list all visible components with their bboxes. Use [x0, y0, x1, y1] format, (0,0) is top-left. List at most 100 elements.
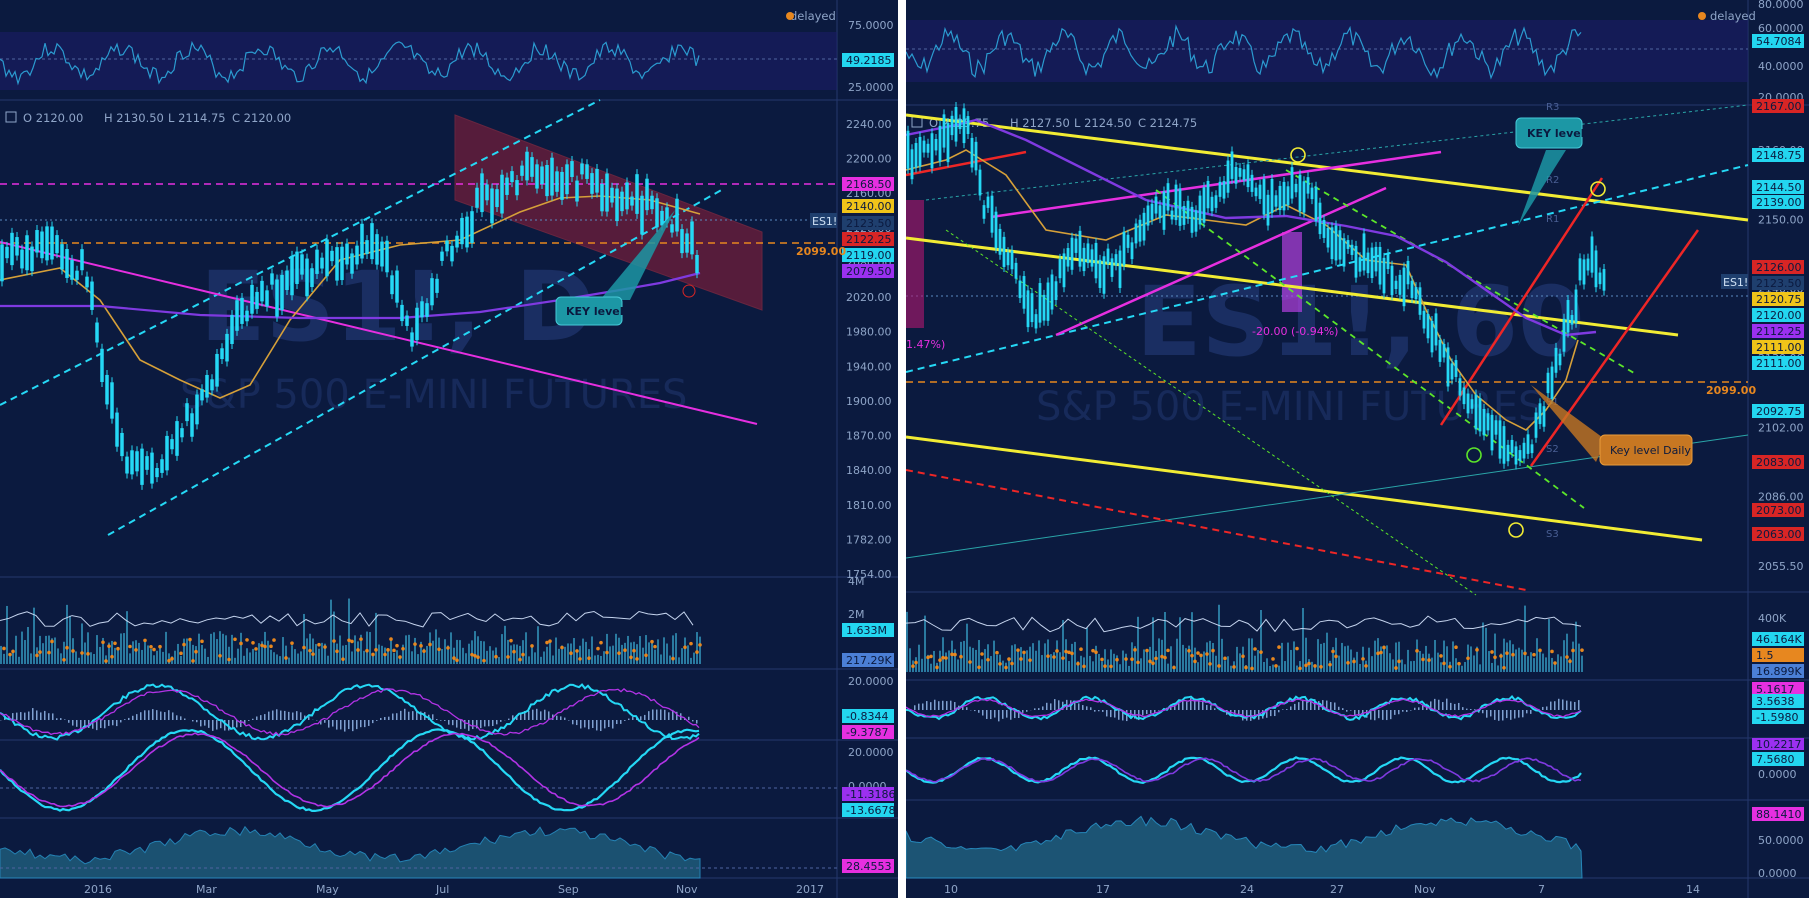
price-tag: 2167.00: [1756, 100, 1802, 113]
volume-bar: [930, 663, 932, 672]
volume-marker: [245, 638, 249, 642]
candle-body: [974, 141, 978, 171]
green-marker-icon: [1466, 447, 1482, 463]
macd-bar: [1174, 704, 1176, 710]
macd-bar: [1526, 710, 1528, 714]
candle-body: [1274, 195, 1278, 207]
macd-bar: [172, 712, 174, 720]
volume-marker: [1442, 661, 1446, 666]
stoch-tag-2: -13.6678: [846, 804, 895, 817]
macd-bar: [1542, 706, 1544, 710]
candle-body: [938, 125, 942, 162]
date-axis[interactable]: 10 17 24 27 Nov 7 14: [944, 883, 1700, 896]
candle-body: [914, 143, 918, 168]
key-level-callout[interactable]: [555, 296, 623, 326]
macd-bar: [576, 720, 578, 726]
candle-body: [1562, 318, 1566, 352]
vol-tag-2: 217.29K: [846, 654, 892, 667]
volume-bar: [1500, 653, 1502, 672]
macd-bar: [548, 711, 550, 720]
candle-body: [280, 274, 284, 310]
macd-bar: [296, 711, 298, 720]
volume-marker: [1154, 656, 1158, 661]
left-chart-panel[interactable]: delayed 75.0000 25.0000 49.2185 O 2120.0…: [0, 0, 898, 898]
macd-bar: [1462, 707, 1464, 710]
volume-marker: [1499, 654, 1503, 658]
candle-body: [405, 315, 409, 326]
volume-bar: [120, 633, 122, 664]
volume-marker: [413, 642, 417, 646]
macd-bar: [288, 711, 290, 720]
volume-marker: [290, 641, 294, 645]
volume-bar: [957, 659, 959, 672]
volume-bars: [906, 604, 1584, 672]
volume-bar: [432, 640, 434, 664]
candle-body: [630, 196, 634, 206]
macd-bar: [1102, 710, 1104, 712]
volume-bar: [630, 642, 632, 664]
volume-bar: [288, 657, 290, 664]
macd-bar: [914, 705, 916, 710]
key-level-callout[interactable]: [1515, 117, 1583, 149]
price-axis-tick: 1900.00: [846, 395, 892, 408]
volume-bar: [1407, 649, 1409, 672]
volume-bar: [465, 653, 467, 664]
volume-marker: [110, 654, 114, 659]
volume-marker: [623, 648, 627, 652]
rsi-value-tag: [842, 53, 894, 67]
cyan-dashed-line: [906, 164, 1749, 373]
volume-bar: [405, 635, 407, 664]
price-axis-tick: 1754.00: [846, 568, 892, 581]
vol-tag-3: 16.899K: [1756, 665, 1802, 678]
price-tag-bg: [1752, 503, 1804, 517]
volume-marker: [263, 644, 267, 649]
macd-bar: [604, 720, 606, 729]
volume-marker: [149, 644, 153, 649]
right-chart-panel[interactable]: delayed 80.0000 60.0000 40.0000 20.0000 …: [906, 0, 1809, 898]
price-axis-tick: 2150.00: [1758, 213, 1804, 226]
macd-bar: [244, 720, 246, 726]
volume-bar: [12, 649, 14, 664]
macd-bar: [922, 703, 924, 710]
price-tag-bg: [1752, 527, 1804, 541]
volume-bar: [1569, 658, 1571, 672]
candle-body: [365, 240, 369, 254]
macd-bar: [12, 713, 14, 720]
price-tag: 2139.00: [1756, 196, 1802, 209]
magenta-line-2: [1055, 186, 1387, 337]
macd-bar: [1498, 710, 1500, 721]
volume-bar: [1092, 661, 1094, 672]
candle-body: [155, 468, 159, 478]
down-arrow-icon: [1290, 147, 1306, 163]
macd-bar: [1434, 698, 1436, 710]
macd-bar: [496, 720, 498, 725]
volume-bar: [1371, 656, 1373, 672]
macd-bar: [64, 719, 66, 720]
stoch-tag-1: 10.2217: [1756, 738, 1802, 751]
date-axis[interactable]: 2016 Mar May Jul Sep Nov 2017: [84, 883, 824, 896]
key-level-daily-callout[interactable]: [1599, 434, 1693, 466]
right-chart-canvas[interactable]: delayed 80.0000 60.0000 40.0000 20.0000 …: [906, 0, 1809, 898]
macd-bar: [1246, 710, 1248, 721]
volume-bar: [1101, 661, 1103, 672]
volume-bar: [1167, 663, 1169, 672]
volume-bar: [1389, 653, 1391, 672]
volume-bar: [333, 611, 335, 664]
candle-body: [1546, 372, 1550, 394]
volume-bar: [354, 635, 356, 664]
volume-bar: [531, 644, 533, 664]
candle-body: [1078, 230, 1082, 267]
collapse-legend-icon[interactable]: [911, 116, 923, 128]
volume-bar: [921, 658, 923, 672]
volume-bar: [924, 615, 926, 672]
candle-body: [370, 223, 374, 260]
candle-body: [240, 297, 244, 324]
candle-body: [1246, 164, 1250, 188]
collapse-legend-icon[interactable]: [5, 111, 17, 123]
candle-body: [1362, 233, 1366, 271]
left-chart-canvas[interactable]: delayed 75.0000 25.0000 49.2185 O 2120.0…: [0, 0, 898, 898]
macd-bar: [44, 710, 46, 720]
macd-bar: [332, 720, 334, 727]
candle-body: [140, 448, 144, 485]
macd-bar: [1510, 710, 1512, 720]
